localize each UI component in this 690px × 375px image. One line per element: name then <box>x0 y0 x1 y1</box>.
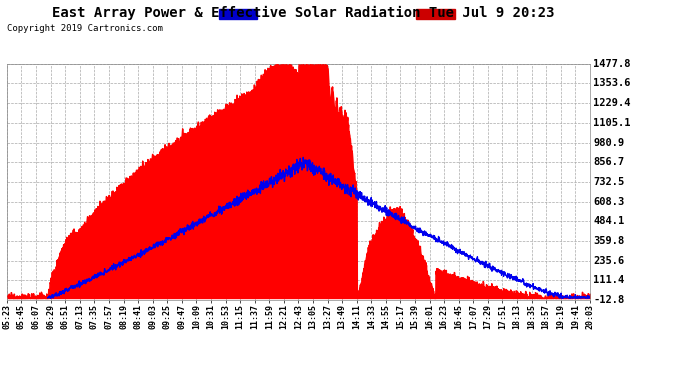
Text: 1105.1: 1105.1 <box>593 118 631 128</box>
Text: 856.7: 856.7 <box>593 157 624 167</box>
Text: 1353.6: 1353.6 <box>593 78 631 88</box>
Text: 1229.4: 1229.4 <box>593 98 631 108</box>
Text: Copyright 2019 Cartronics.com: Copyright 2019 Cartronics.com <box>7 24 163 33</box>
Text: 235.6: 235.6 <box>593 256 624 266</box>
Text: 980.9: 980.9 <box>593 138 624 147</box>
Text: 732.5: 732.5 <box>593 177 624 187</box>
Text: 359.8: 359.8 <box>593 236 624 246</box>
Text: 608.3: 608.3 <box>593 196 624 207</box>
Legend: Radiation (Effective W/m2), East Array (DC Watts): Radiation (Effective W/m2), East Array (… <box>215 5 585 23</box>
Text: East Array Power & Effective Solar Radiation Tue Jul 9 20:23: East Array Power & Effective Solar Radia… <box>52 6 555 20</box>
Text: 1477.8: 1477.8 <box>593 59 631 69</box>
Text: -12.8: -12.8 <box>593 295 624 305</box>
Text: 111.4: 111.4 <box>593 275 624 285</box>
Text: 484.1: 484.1 <box>593 216 624 226</box>
